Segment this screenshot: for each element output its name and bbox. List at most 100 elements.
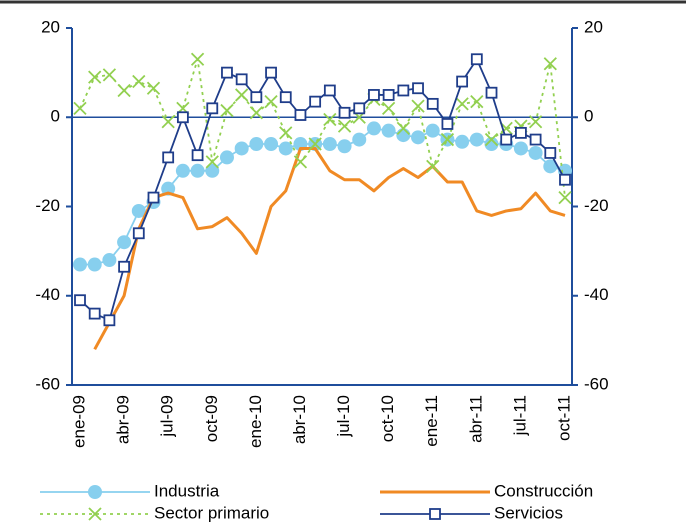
marker: [132, 74, 146, 89]
marker: [176, 111, 189, 124]
y2-tick-label: -60: [584, 374, 609, 393]
marker: [396, 128, 411, 143]
marker: [425, 123, 440, 138]
marker: [73, 101, 87, 115]
marker: [221, 66, 233, 79]
marker: [544, 147, 557, 159]
marker: [249, 137, 264, 152]
marker: [308, 137, 322, 151]
marker: [88, 307, 101, 320]
marker: [88, 485, 102, 499]
marker: [102, 253, 117, 268]
marker: [352, 132, 367, 147]
marker: [559, 173, 571, 186]
marker: [543, 159, 558, 174]
x-tick-label: oct-11: [554, 395, 573, 441]
marker: [337, 139, 352, 154]
marker: [162, 151, 175, 164]
y-tick-label: -40: [35, 285, 60, 304]
marker: [366, 121, 381, 136]
marker: [161, 115, 175, 129]
y-tick-label: -20: [35, 196, 60, 215]
marker: [353, 102, 366, 115]
marker: [250, 91, 263, 104]
x-tick-label: ene-11: [422, 395, 441, 447]
legend-label: Construcción: [494, 481, 593, 500]
marker: [323, 112, 337, 127]
marker: [279, 91, 292, 104]
marker: [132, 227, 145, 240]
x-tick-label: ene-09: [69, 395, 88, 448]
marker: [441, 118, 454, 130]
marker: [117, 83, 131, 98]
marker: [146, 81, 161, 95]
marker: [73, 257, 87, 272]
marker: [528, 145, 543, 160]
marker: [515, 126, 527, 139]
marker: [429, 508, 441, 520]
marker: [234, 141, 249, 156]
marker: [235, 73, 248, 86]
marker: [103, 314, 116, 327]
x-tick-label: abr-11: [466, 395, 485, 443]
x-tick-label: abr-09: [114, 395, 133, 444]
y2-tick-label: 20: [584, 17, 603, 36]
marker: [381, 123, 396, 138]
marker: [88, 507, 102, 521]
x-tick-label: oct-09: [202, 395, 221, 442]
marker: [175, 163, 190, 178]
marker: [485, 86, 498, 99]
y2-tick-label: 0: [584, 107, 593, 126]
marker: [337, 119, 352, 133]
marker: [205, 163, 220, 178]
y2-tick-label: -40: [584, 285, 609, 304]
series-line: [93, 146, 566, 351]
marker: [440, 132, 455, 147]
marker: [206, 102, 219, 115]
marker: [220, 103, 234, 118]
y2-tick-label: -20: [584, 196, 609, 215]
marker: [147, 191, 160, 204]
marker: [338, 106, 351, 119]
marker: [381, 101, 396, 115]
marker: [455, 97, 469, 111]
legend-label: Sector primario: [154, 503, 269, 522]
marker: [528, 115, 543, 129]
marker: [323, 84, 336, 97]
x-tick-label: oct-10: [378, 395, 397, 442]
marker: [411, 99, 425, 113]
x-tick-label: jul-11: [510, 395, 529, 436]
marker: [161, 181, 176, 196]
marker: [558, 190, 572, 205]
marker: [513, 141, 528, 156]
marker: [426, 97, 439, 110]
marker: [265, 66, 277, 79]
marker: [74, 294, 86, 307]
marker: [190, 163, 205, 178]
marker: [219, 150, 234, 165]
marker: [484, 137, 499, 152]
marker: [455, 134, 470, 149]
marker: [322, 137, 337, 152]
legend-label: Servicios: [494, 503, 563, 522]
marker: [190, 52, 205, 66]
marker: [131, 203, 146, 218]
marker: [264, 137, 279, 152]
marker: [279, 126, 293, 140]
y-tick-label: -60: [35, 374, 60, 393]
marker: [191, 149, 204, 162]
marker: [278, 141, 293, 156]
marker: [426, 159, 440, 173]
marker: [470, 53, 483, 66]
marker: [412, 82, 424, 95]
marker: [368, 89, 380, 101]
y-tick-label: 0: [51, 107, 60, 126]
marker: [469, 132, 484, 147]
series-line: [79, 58, 566, 322]
marker: [470, 94, 484, 109]
marker: [102, 68, 117, 82]
marker: [397, 84, 410, 97]
y-tick-label: 20: [41, 17, 60, 36]
marker: [235, 88, 249, 102]
